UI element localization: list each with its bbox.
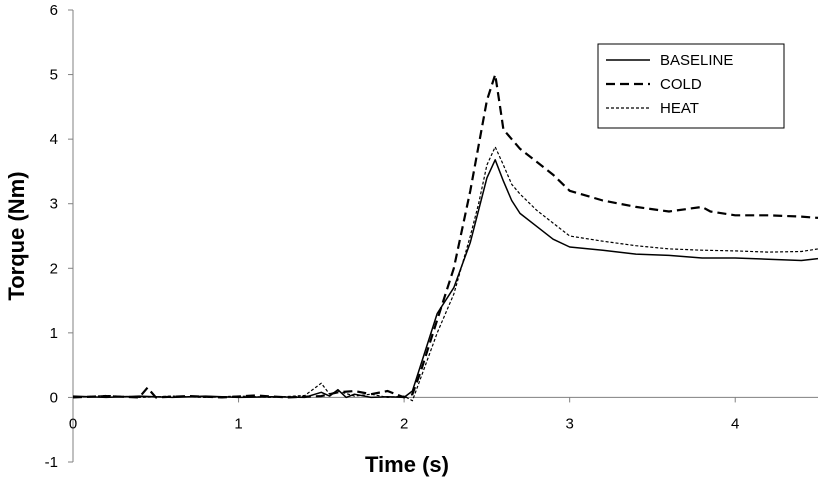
series-line-heat xyxy=(72,146,819,402)
x-tick-label: 0 xyxy=(69,415,77,432)
y-axis-title: Torque (Nm) xyxy=(4,171,29,300)
legend-label-heat: HEAT xyxy=(660,100,699,117)
y-tick-label: 1 xyxy=(50,325,58,342)
y-tick-label: 3 xyxy=(50,196,58,213)
y-tick-label: -1 xyxy=(45,454,58,471)
legend-label-baseline: BASELINE xyxy=(660,52,733,69)
y-tick-label: 6 xyxy=(50,2,58,19)
ticks: -1 0 1 2 3 4 5 6 0 1 2 3 4 xyxy=(45,2,740,471)
x-tick-label: 4 xyxy=(731,415,739,432)
legend-box xyxy=(597,43,785,129)
legend-label-cold: COLD xyxy=(660,76,702,93)
x-tick-label: 2 xyxy=(400,415,408,432)
series-line-baseline xyxy=(72,159,819,399)
x-axis-title: Time (s) xyxy=(365,452,449,477)
series-layer xyxy=(72,73,819,402)
series-line-cold xyxy=(72,73,819,399)
y-tick-label: 0 xyxy=(50,389,58,406)
y-tick-label: 5 xyxy=(50,67,58,84)
x-tick-label: 3 xyxy=(565,415,573,432)
y-tick-label: 4 xyxy=(50,131,58,148)
legend: BASELINE COLD HEAT xyxy=(597,43,785,129)
y-tick-label: 2 xyxy=(50,260,58,277)
x-tick-label: 1 xyxy=(234,415,242,432)
